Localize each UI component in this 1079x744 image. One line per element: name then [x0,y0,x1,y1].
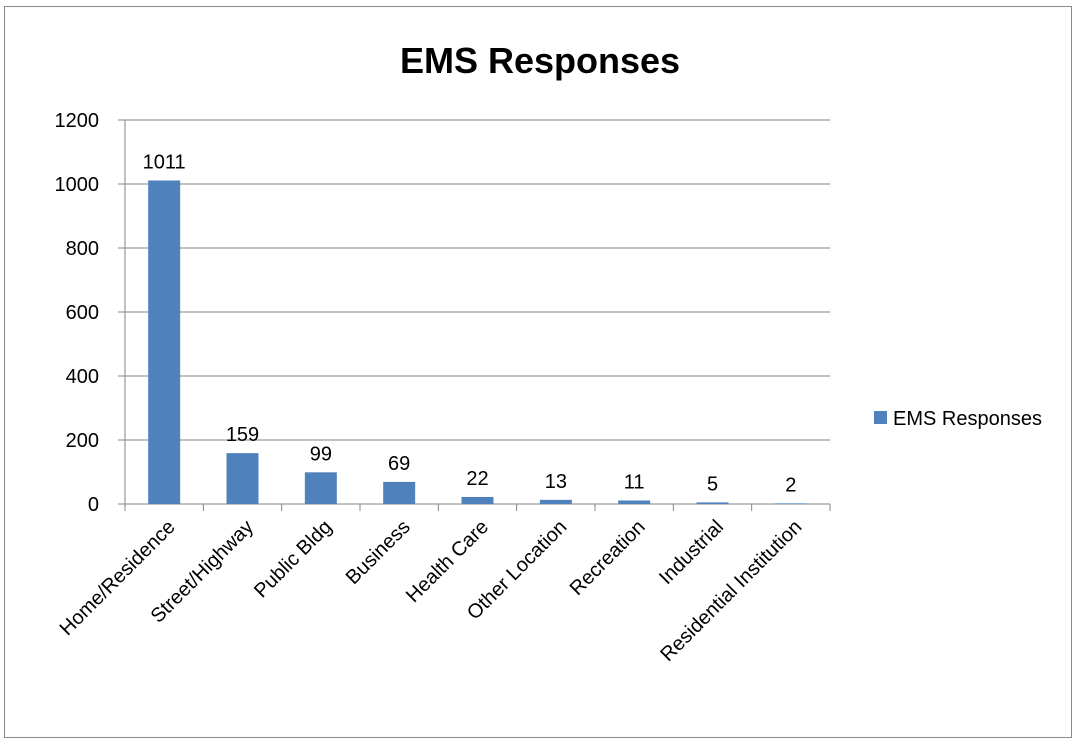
legend-swatch [874,411,887,424]
x-tick-label: Public Bldg [250,516,336,602]
bar [383,481,416,504]
x-tick-label: Recreation [566,516,650,600]
bar [226,453,259,504]
data-label: 13 [545,471,567,493]
bar [696,502,729,504]
bar [774,503,807,504]
data-label: 1011 [143,151,186,173]
gridlines [125,119,830,441]
bar [618,500,651,504]
y-tick-label: 0 [88,494,99,516]
data-label: 5 [707,473,718,495]
bar [304,472,337,504]
y-tick-label: 800 [66,238,99,260]
y-tick-label: 1000 [55,174,100,196]
y-tick-label: 1200 [55,110,100,132]
data-label: 11 [624,471,645,493]
bar [461,496,494,504]
data-label: 99 [310,443,332,465]
bar [148,180,181,505]
y-tick-label: 600 [66,302,99,324]
legend-label: EMS Responses [893,408,1042,430]
bar [539,499,572,504]
y-tick-label: 400 [66,366,99,388]
x-tick-label: Residential Institution [656,516,806,666]
data-label: 22 [466,468,488,490]
bars [148,180,807,505]
x-tick-label: Industrial [655,516,728,589]
data-label: 159 [226,424,259,446]
data-label: 69 [388,453,410,475]
legend: EMS Responses [874,408,1042,430]
x-tick-label: Business [342,516,415,589]
y-tick-label: 200 [66,430,99,452]
chart-title: EMS Responses [399,40,681,81]
chart-frame [4,6,1072,738]
data-label: 2 [785,474,796,496]
